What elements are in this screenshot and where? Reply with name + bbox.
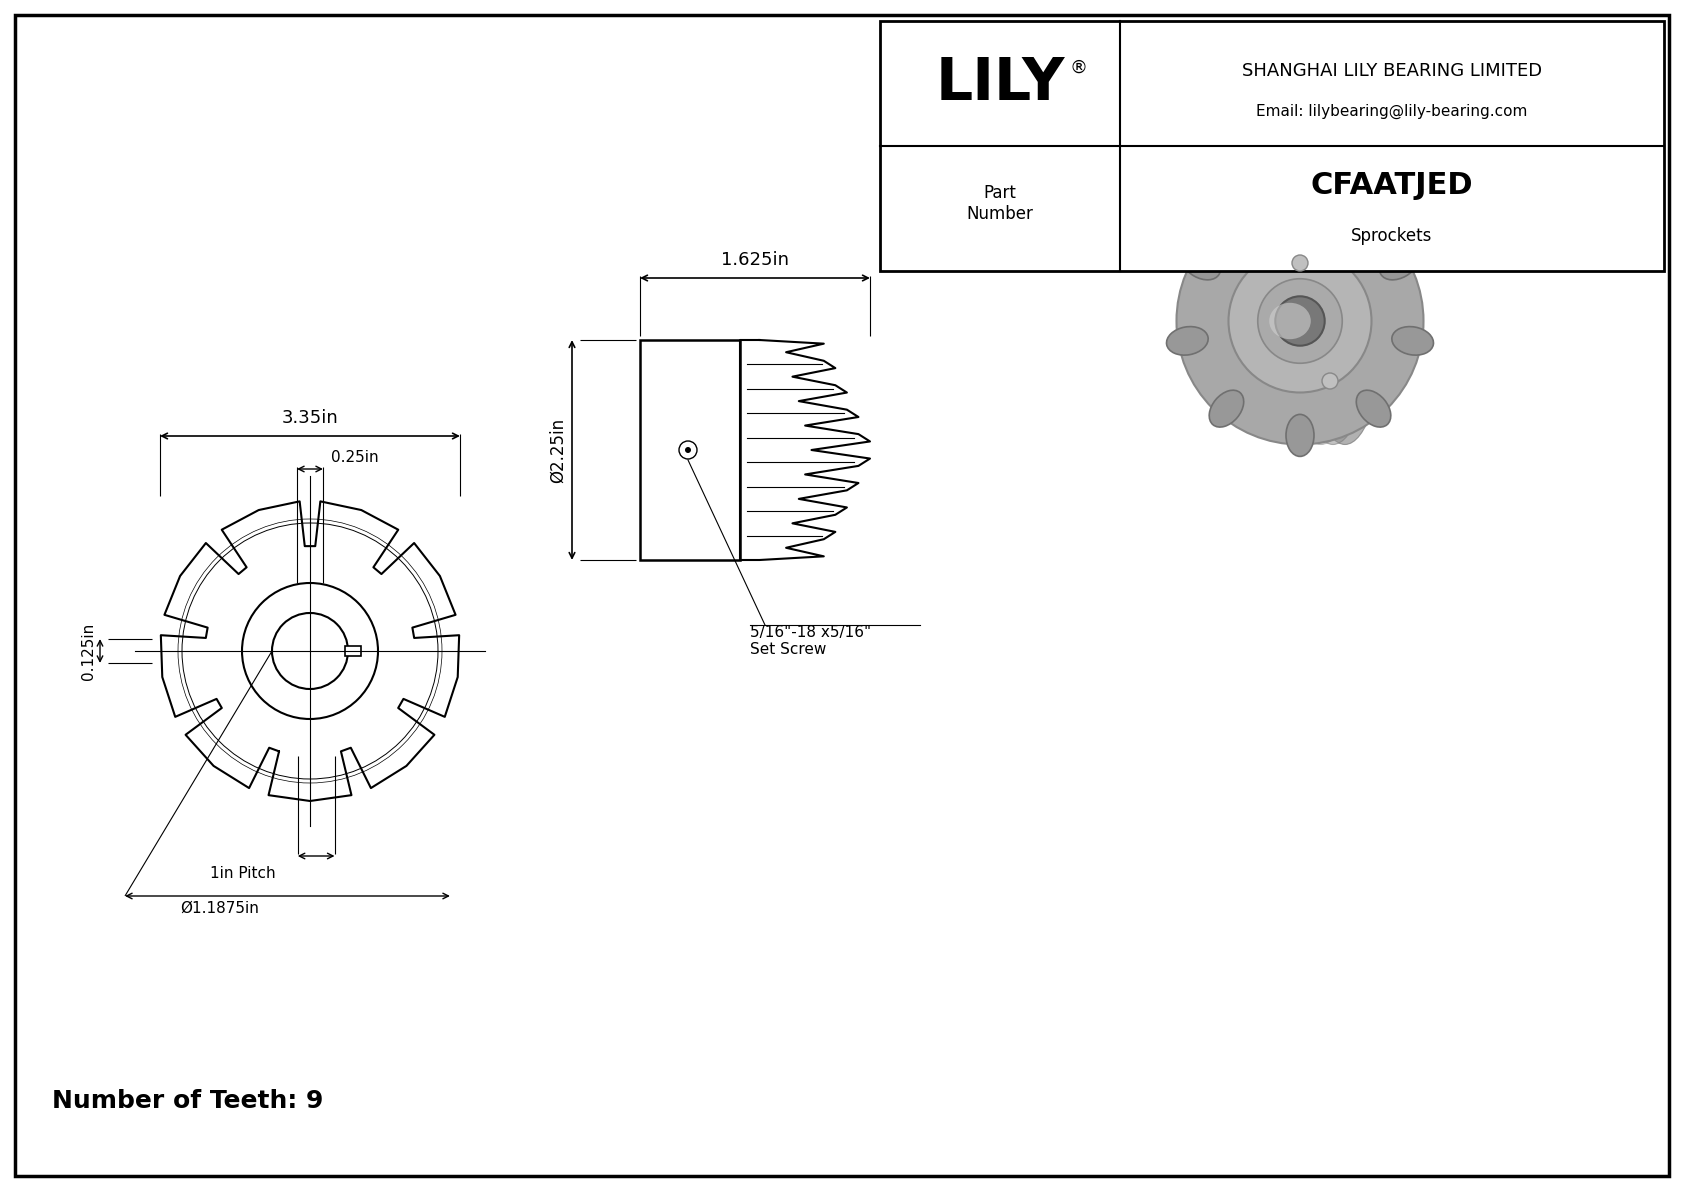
Ellipse shape — [1177, 198, 1423, 444]
Circle shape — [1322, 373, 1339, 389]
Text: 5/16"-18 x5/16"
Set Screw: 5/16"-18 x5/16" Set Screw — [749, 625, 871, 657]
Ellipse shape — [1287, 414, 1314, 456]
Text: Email: lilybearing@lily-bearing.com: Email: lilybearing@lily-bearing.com — [1256, 104, 1527, 119]
Ellipse shape — [1182, 248, 1221, 280]
Ellipse shape — [1246, 193, 1276, 233]
Text: Part
Number: Part Number — [967, 185, 1034, 223]
Text: 0.25in: 0.25in — [332, 450, 379, 464]
Text: 3.35in: 3.35in — [281, 409, 338, 428]
Text: SHANGHAI LILY BEARING LIMITED: SHANGHAI LILY BEARING LIMITED — [1241, 62, 1543, 80]
Text: 0.125in: 0.125in — [81, 623, 96, 680]
Ellipse shape — [1275, 297, 1325, 345]
Ellipse shape — [1167, 326, 1207, 355]
Text: Ø1.1875in: Ø1.1875in — [180, 902, 259, 916]
Bar — [345, 646, 360, 656]
Ellipse shape — [1229, 249, 1371, 393]
Text: Sprockets: Sprockets — [1351, 227, 1433, 245]
Ellipse shape — [1293, 198, 1372, 444]
Bar — [640, 339, 739, 560]
Text: CFAATJED: CFAATJED — [1310, 172, 1474, 200]
Circle shape — [685, 447, 690, 453]
Text: 1in Pitch: 1in Pitch — [210, 866, 276, 881]
Ellipse shape — [1356, 391, 1391, 428]
Bar — [881, 21, 1664, 272]
Text: LILY: LILY — [935, 55, 1064, 112]
Text: Number of Teeth: 9: Number of Teeth: 9 — [52, 1089, 323, 1114]
Text: ®: ® — [1069, 58, 1086, 76]
Ellipse shape — [1324, 193, 1354, 233]
Text: Ø2.25in: Ø2.25in — [549, 417, 568, 482]
Ellipse shape — [1379, 248, 1418, 280]
Ellipse shape — [1307, 198, 1384, 444]
Ellipse shape — [1258, 279, 1342, 363]
Circle shape — [1292, 255, 1308, 272]
Ellipse shape — [1209, 391, 1244, 428]
Text: 1.625in: 1.625in — [721, 251, 790, 269]
Ellipse shape — [1393, 326, 1433, 355]
Ellipse shape — [1270, 303, 1310, 339]
Ellipse shape — [1282, 198, 1361, 444]
